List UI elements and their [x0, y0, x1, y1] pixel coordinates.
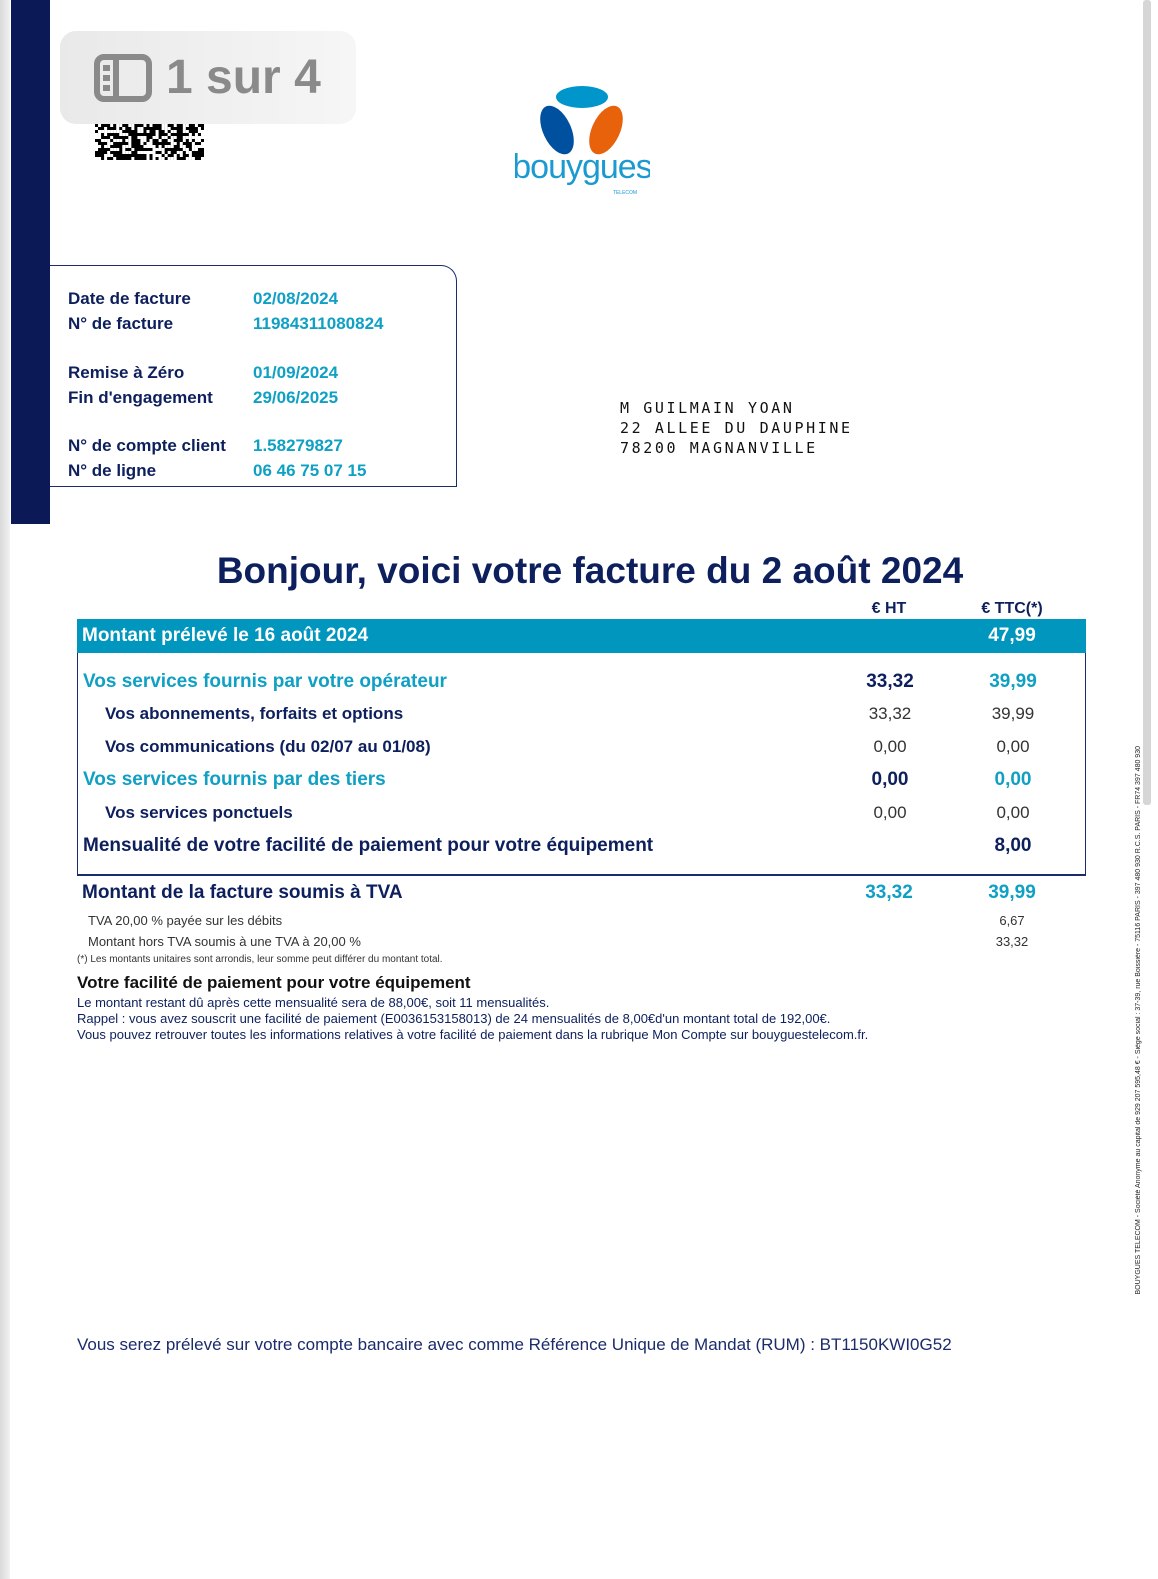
- recipient-address: M GUILMAIN YOAN 22 ALLEE DU DAUPHINE 782…: [620, 399, 853, 457]
- table-row: Vos abonnements, forfaits et options 33,3…: [105, 704, 1035, 723]
- table-row: Vos services ponctuels 0,00 0,00: [105, 803, 1030, 822]
- facility-text: Le montant restant dû après cette mensua…: [77, 995, 869, 1042]
- brand-bar: [11, 0, 50, 524]
- column-header-ht: € HT: [871, 600, 907, 617]
- page-title: Bonjour, voici votre facture du 2 août 2…: [216, 550, 964, 591]
- table-row: Mensualité de votre facilité de paiement…: [83, 835, 1032, 856]
- page-count: 1 sur 4: [166, 51, 321, 104]
- column-header-ttc: € TTC(*): [981, 600, 1043, 617]
- divider: [77, 875, 1086, 876]
- mandate-reference: Vous serez prélevé sur votre compte banc…: [77, 1335, 952, 1354]
- table-row: Vos services fournis par votre opérateur…: [83, 671, 1037, 692]
- invoice-info-box: Date de facture 02/08/2024 N° de facture 1…: [50, 265, 457, 487]
- page-indicator[interactable]: 1 sur 4: [60, 31, 356, 124]
- info-row: Remise à Zéro 01/09/2024: [68, 363, 339, 382]
- viewer-edge: [0, 0, 10, 1579]
- tva-total-row: Montant de la facture soumis à TVA 33,32 3…: [82, 882, 1036, 903]
- facility-title: Votre facilité de paiement pour votre éq…: [77, 973, 471, 992]
- info-row: N° de ligne 06 46 75 07 15: [68, 461, 367, 480]
- datamatrix-code: [95, 124, 204, 160]
- info-row: Fin d'engagement 29/06/2025: [68, 388, 339, 407]
- bouygues-logo: bouygues TELECOM: [515, 86, 650, 196]
- rounding-note: (*) Les montants unitaires sont arrondis…: [77, 954, 443, 965]
- info-row: Date de facture 02/08/2024: [68, 289, 339, 308]
- info-row: N° de facture 11984311080824: [68, 314, 384, 333]
- scrollbar[interactable]: [1143, 0, 1151, 805]
- table-row: Vos communications (du 02/07 au 01/08) 0,…: [105, 737, 1030, 756]
- amount-debited-band: Montant prélevé le 16 août 2024 47,99: [77, 619, 1086, 653]
- logo-subtitle: TELECOM: [613, 190, 637, 196]
- logo-wordmark: bouygues: [515, 148, 650, 186]
- tva-line: Montant hors TVA soumis à une TVA à 20,0…: [88, 934, 361, 949]
- tva-value: 33,32: [995, 934, 1029, 949]
- tva-value: 6,67: [999, 913, 1025, 928]
- sidebar-icon: [94, 53, 152, 102]
- legal-mention: BOUYGUES TELECOM - Société Anonyme au ca…: [1134, 745, 1142, 1295]
- services-table: Vos services fournis par votre opérateur…: [77, 653, 1086, 875]
- tva-line: TVA 20,00 % payée sur les débits: [88, 913, 283, 928]
- table-row: Vos services fournis par des tiers 0,00 0,…: [83, 769, 1032, 790]
- info-row: N° de compte client 1.58279827: [68, 436, 343, 455]
